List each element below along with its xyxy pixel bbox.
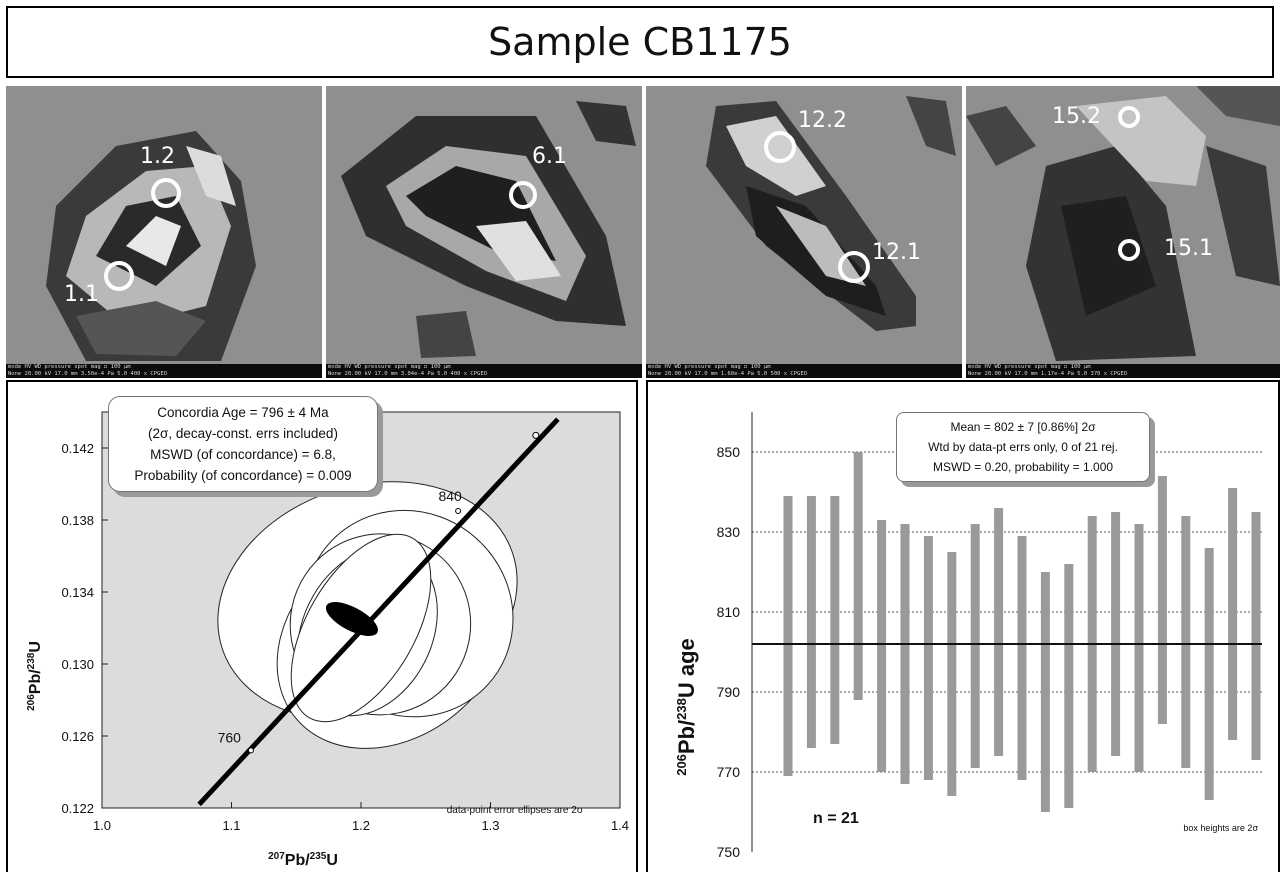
- y-tick-label: 0.134: [61, 585, 94, 600]
- zircon-grain-1: [6, 86, 322, 364]
- analysis-spot-circle: [509, 181, 537, 209]
- sem-info-bar: mode HV WD pressure spot mag ◻ 100 µm No…: [966, 364, 1280, 378]
- age-bar: [1204, 548, 1214, 800]
- age-bar: [994, 508, 1004, 756]
- age-bar: [1251, 512, 1261, 760]
- age-marker-dot: [455, 508, 462, 514]
- x-tick-label: 1.1: [222, 818, 240, 833]
- age-marker-label: 840: [438, 488, 462, 504]
- analysis-spot-circle: [1118, 239, 1140, 261]
- weighted-mean-y-ticks: 750 770 790 810 830 850: [717, 444, 741, 860]
- age-bar: [1157, 476, 1167, 724]
- y-tick-label: 0.126: [61, 729, 94, 744]
- sem-image-1: 1.2 1.1 mode HV WD pressure spot mag ◻ 1…: [6, 86, 322, 378]
- age-bar: [1111, 512, 1121, 756]
- age-marker-dot: [247, 747, 254, 754]
- concordia-legend: Concordia Age = 796 ± 4 Ma (2σ, decay-co…: [108, 396, 378, 492]
- concordia-x-label: 207Pb/235U: [268, 851, 338, 869]
- sem-image-2: 6.1 mode HV WD pressure spot mag ◻ 100 µ…: [326, 86, 642, 378]
- age-bar: [1040, 572, 1050, 812]
- spot-label: 12.2: [798, 108, 847, 133]
- age-bar: [783, 496, 793, 776]
- x-tick-label: 1.3: [481, 818, 499, 833]
- age-bars: [783, 452, 1261, 812]
- analysis-spot-circle: [104, 261, 134, 291]
- y-tick-label: 830: [717, 524, 741, 540]
- age-bar: [1064, 564, 1074, 808]
- sem-info-bar: mode HV WD pressure spot mag ◻ 100 µm No…: [646, 364, 962, 378]
- sem-info-bar: mode HV WD pressure spot mag ◻ 100 µm No…: [6, 364, 322, 378]
- age-bar: [900, 524, 910, 784]
- age-bar: [1228, 488, 1238, 740]
- analysis-spot-circle: [764, 131, 796, 163]
- zircon-grain-4: [966, 86, 1280, 364]
- spot-label: 1.2: [140, 144, 175, 169]
- concordia-axes: 0.122 0.126 0.130 0.134 0.138 0.142 1.0 1.1 1.2 1…: [61, 441, 629, 833]
- y-tick-label: 810: [717, 604, 741, 620]
- concordia-y-label: 206Pb/238U: [26, 641, 44, 711]
- weighted-mean-chart: 750 770 790 810 830 850 n = 21 box heights ar…: [674, 412, 1262, 860]
- y-tick-label: 0.142: [61, 441, 94, 456]
- age-bar: [853, 452, 863, 700]
- age-bar: [1017, 536, 1027, 780]
- x-tick-label: 1.0: [93, 818, 111, 833]
- sem-image-4: 15.2 15.1 mode HV WD pressure spot mag ◻…: [966, 86, 1280, 378]
- weighted-mean-panel: 750 770 790 810 830 850 n = 21 box heights ar…: [646, 380, 1280, 872]
- age-bar: [1134, 524, 1144, 772]
- y-tick-label: 790: [717, 684, 741, 700]
- concordia-curve: 760 840: [197, 417, 560, 807]
- age-bar: [830, 496, 840, 744]
- age-bar: [806, 496, 816, 748]
- age-bar: [877, 520, 887, 772]
- weighted-mean-legend: Mean = 802 ± 7 [0.86%] 2σ Wtd by data-pt…: [896, 412, 1150, 482]
- ellipse-footnote: data-point error ellipses are 2σ: [447, 805, 584, 816]
- spot-label: 6.1: [532, 144, 567, 169]
- analysis-spot-circle: [1118, 106, 1140, 128]
- sem-image-3: 12.2 12.1 mode HV WD pressure spot mag ◻…: [646, 86, 962, 378]
- x-tick-label: 1.2: [352, 818, 370, 833]
- age-bar: [970, 524, 980, 768]
- y-tick-label: 770: [717, 764, 741, 780]
- age-marker-dot: [532, 431, 540, 439]
- age-bar: [923, 536, 933, 780]
- age-bar: [1181, 516, 1191, 768]
- weighted-mean-y-label: 206Pb/238U age: [674, 638, 699, 776]
- concordia-line: [197, 417, 560, 807]
- title-box: Sample CB1175: [6, 6, 1274, 78]
- spot-label: 15.1: [1164, 236, 1213, 261]
- spot-label: 15.2: [1052, 104, 1101, 129]
- analysis-spot-circle: [838, 251, 870, 283]
- y-tick-label: 0.130: [61, 657, 94, 672]
- spot-label: 1.1: [64, 282, 99, 307]
- y-tick-label: 0.138: [61, 513, 94, 528]
- bar-footnote: box heights are 2σ: [1183, 823, 1258, 833]
- concordia-panel: 760 840 0.122 0.126 0.130 0.134 0.138 0.142 1.0…: [6, 380, 638, 872]
- age-marker-label: 760: [218, 729, 242, 745]
- spot-label: 12.1: [872, 240, 921, 265]
- y-tick-label: 0.122: [61, 801, 94, 816]
- analysis-spot-circle: [151, 178, 181, 208]
- zircon-grain-2: [326, 86, 642, 364]
- y-tick-label: 850: [717, 444, 741, 460]
- page-title: Sample CB1175: [488, 20, 792, 64]
- age-bar: [947, 552, 957, 796]
- x-tick-label: 1.4: [611, 818, 629, 833]
- sem-info-bar: mode HV WD pressure spot mag ◻ 100 µm No…: [326, 364, 642, 378]
- n-label: n = 21: [813, 810, 859, 827]
- y-tick-label: 750: [717, 844, 741, 860]
